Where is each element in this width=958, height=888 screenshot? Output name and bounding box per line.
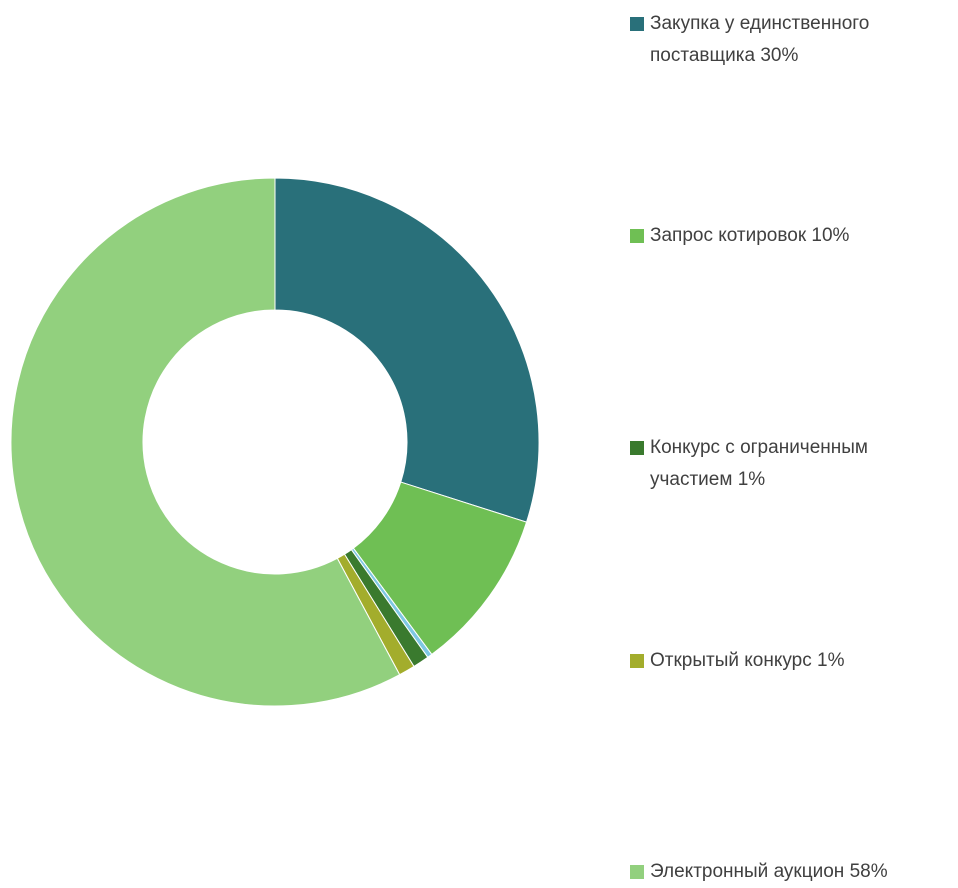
legend-label: Электронный аукцион 58% <box>650 861 888 882</box>
donut-slice <box>274 177 540 523</box>
legend-label: Конкурс с ограниченным участием 1% <box>650 437 868 490</box>
legend-swatch <box>630 865 644 879</box>
legend-label: Запрос котировок 10% <box>650 225 850 246</box>
legend-label: Закупка у единственного поставщика 30% <box>650 13 870 66</box>
legend-swatch <box>630 441 644 455</box>
donut-slice <box>10 177 401 707</box>
legend-label: Открытый конкурс 1% <box>650 650 845 671</box>
legend-swatch <box>630 17 644 31</box>
legend-swatch <box>630 654 644 668</box>
legend-swatch <box>630 229 644 243</box>
